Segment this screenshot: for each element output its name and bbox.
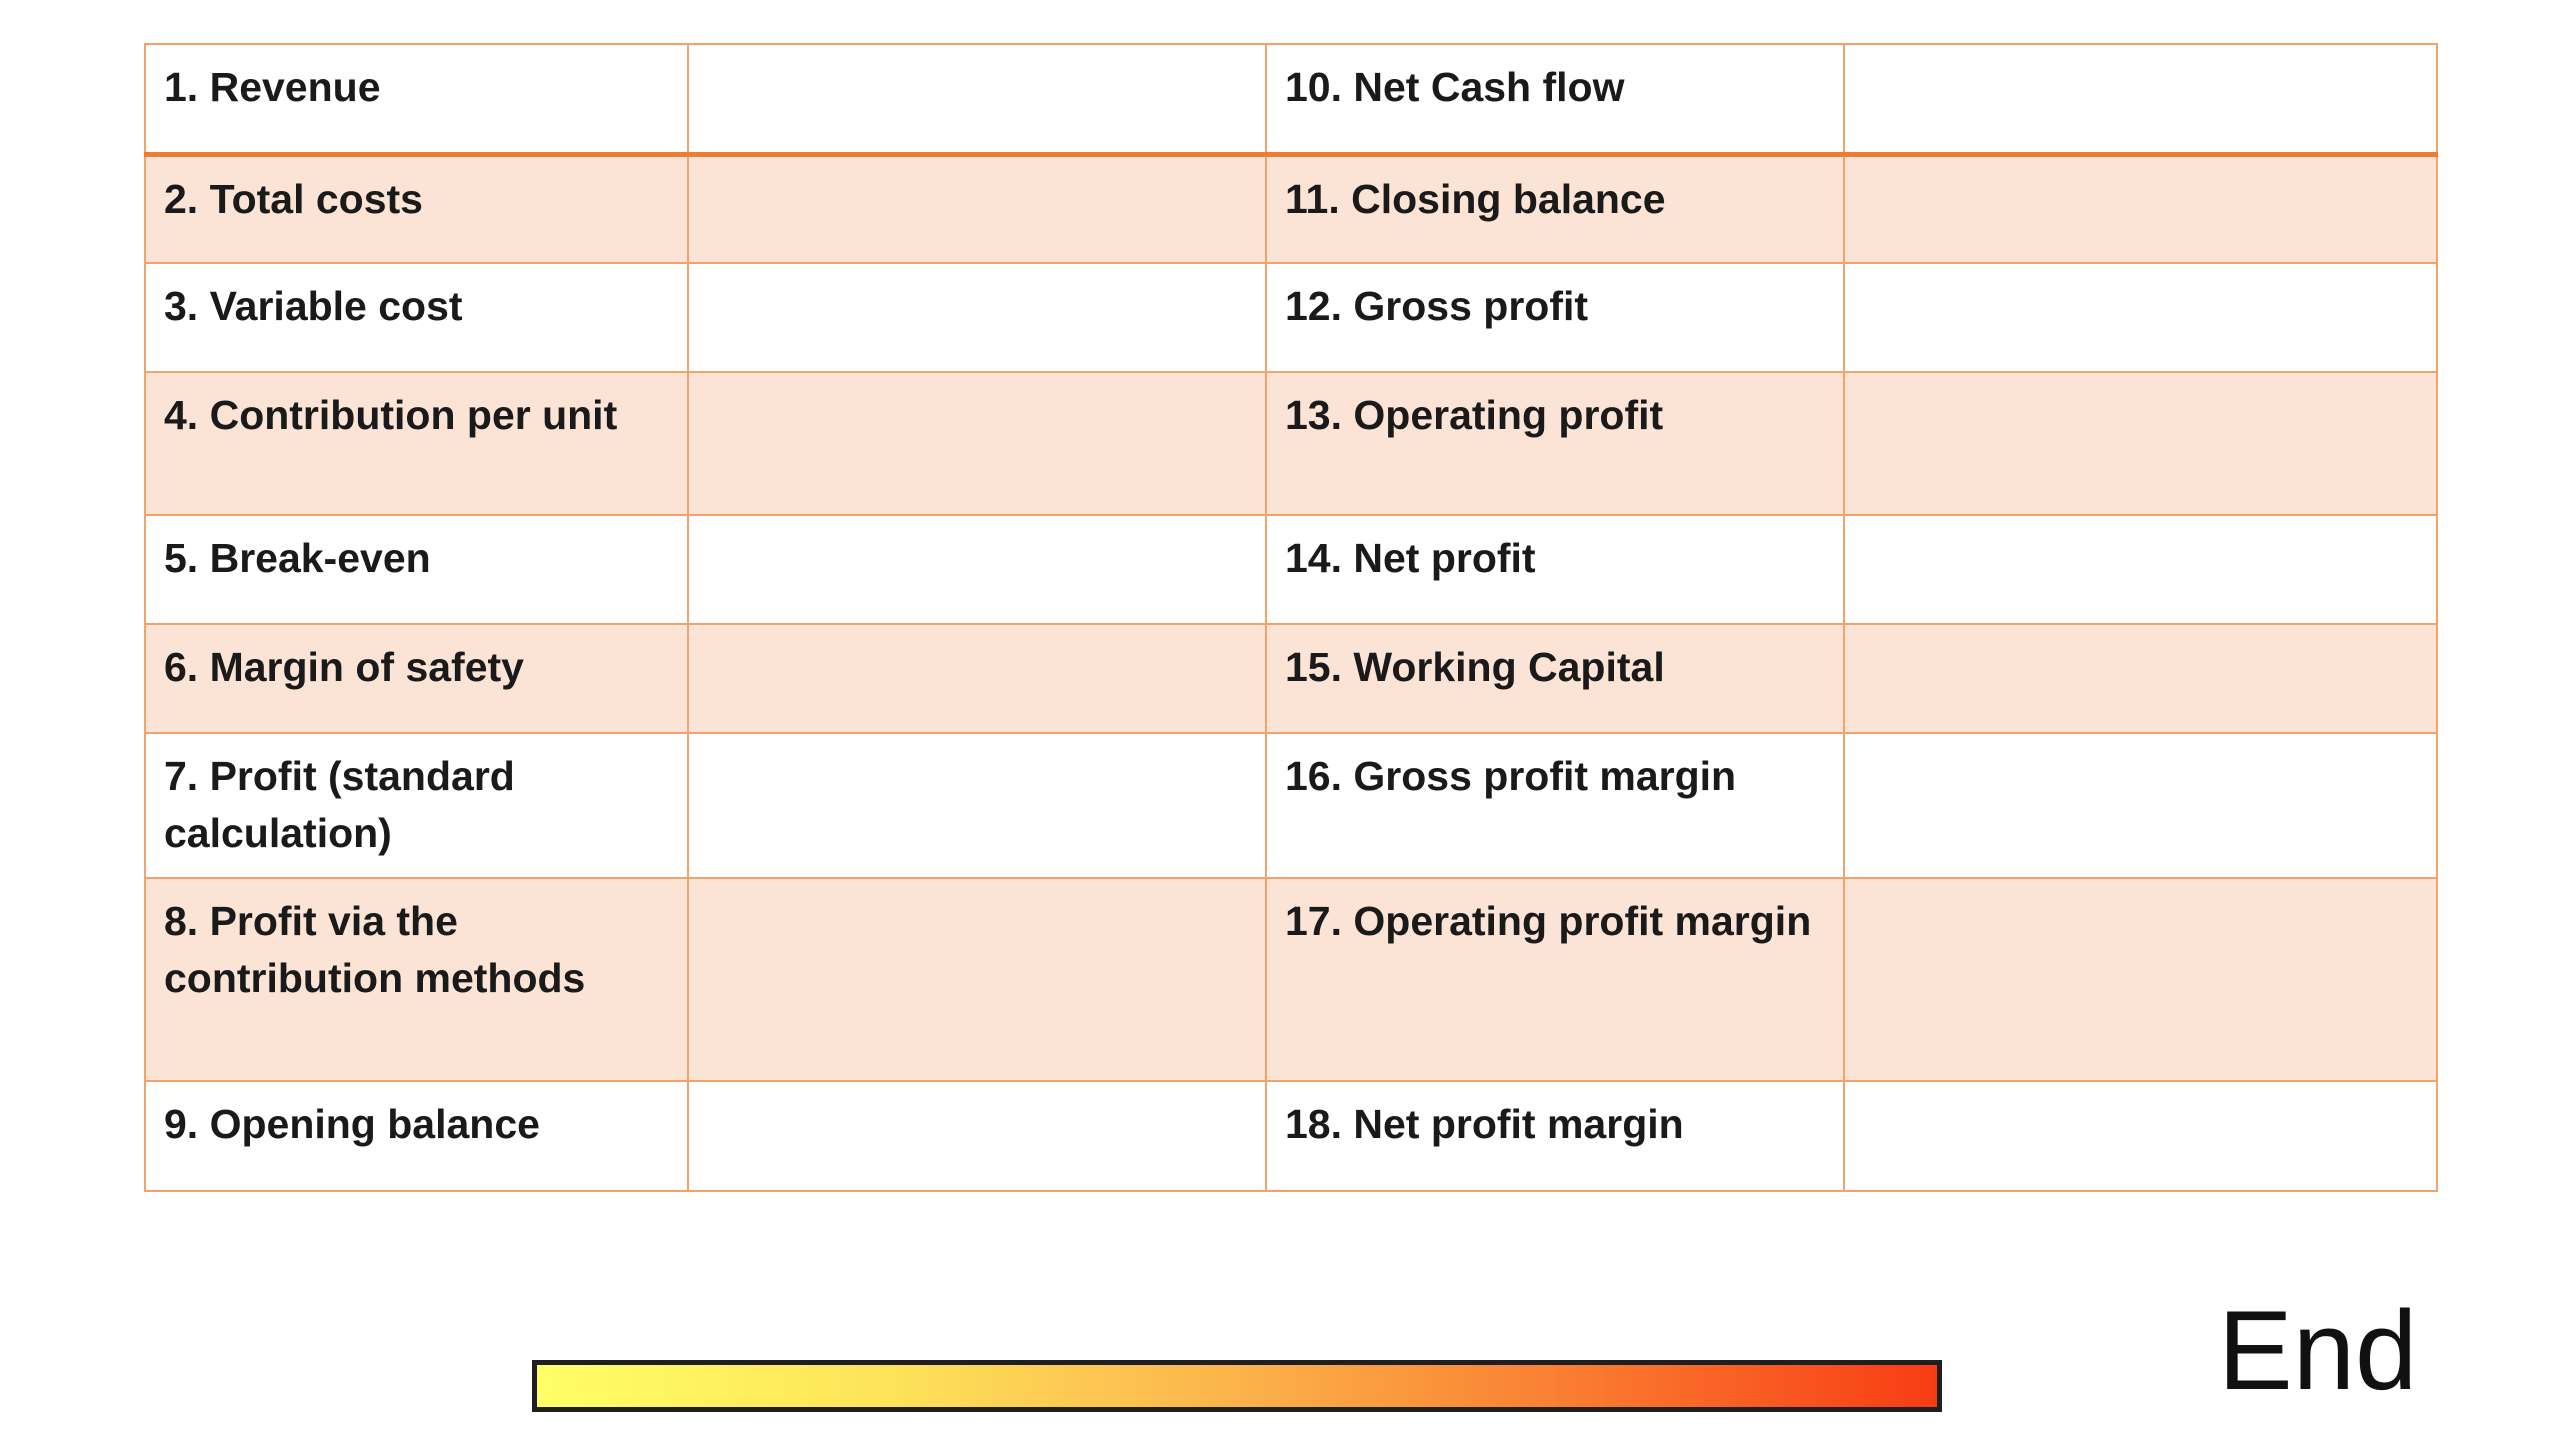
formula-label: 18. Net profit margin — [1265, 1079, 1845, 1192]
table-row: 1. Revenue 10. Net Cash flow — [144, 43, 2438, 157]
formula-label: 14. Net profit — [1265, 514, 1845, 625]
answer-cell[interactable] — [1843, 876, 2438, 1082]
answer-cell[interactable] — [1843, 1079, 2438, 1192]
table-row: 6. Margin of safety 15. Working Capital — [144, 623, 2438, 734]
answer-cell[interactable] — [687, 623, 1267, 734]
table-row: 9. Opening balance 18. Net profit margin — [144, 1079, 2438, 1192]
answer-cell[interactable] — [687, 371, 1267, 516]
answer-cell[interactable] — [687, 262, 1267, 373]
formula-label: 3. Variable cost — [144, 262, 689, 373]
answer-cell[interactable] — [1843, 623, 2438, 734]
formula-label: 8. Profit via the contribution methods — [144, 876, 689, 1082]
formula-label: 13. Operating profit — [1265, 371, 1845, 516]
formula-label: 11. Closing balance — [1265, 153, 1845, 264]
formula-label: 17. Operating profit margin — [1265, 876, 1845, 1082]
formula-label: 15. Working Capital — [1265, 623, 1845, 734]
answer-cell[interactable] — [1843, 514, 2438, 625]
formula-label: 12. Gross profit — [1265, 262, 1845, 373]
table-row: 2. Total costs 11. Closing balance — [144, 153, 2438, 264]
formula-label: 10. Net Cash flow — [1265, 43, 1845, 157]
table-row: 8. Profit via the contribution methods 1… — [144, 876, 2438, 1082]
table-row: 4. Contribution per unit 13. Operating p… — [144, 371, 2438, 516]
formula-label: 6. Margin of safety — [144, 623, 689, 734]
answer-cell[interactable] — [1843, 371, 2438, 516]
answer-cell[interactable] — [687, 514, 1267, 625]
end-label: End — [2218, 1288, 2418, 1413]
formula-label: 4. Contribution per unit — [144, 371, 689, 516]
formula-table: 1. Revenue 10. Net Cash flow 2. Total co… — [144, 43, 2438, 1192]
answer-cell[interactable] — [687, 1079, 1267, 1192]
answer-cell[interactable] — [1843, 262, 2438, 373]
formula-label: 9. Opening balance — [144, 1079, 689, 1192]
timer-progress-bar — [532, 1360, 1942, 1412]
formula-label: 5. Break-even — [144, 514, 689, 625]
answer-cell[interactable] — [687, 876, 1267, 1082]
formula-label: 1. Revenue — [144, 43, 689, 157]
table-row: 7. Profit (standard calculation) 16. Gro… — [144, 732, 2438, 879]
formula-label: 16. Gross profit margin — [1265, 732, 1845, 879]
answer-cell[interactable] — [687, 153, 1267, 264]
table-row: 3. Variable cost 12. Gross profit — [144, 262, 2438, 373]
table-row: 5. Break-even 14. Net profit — [144, 514, 2438, 625]
answer-cell[interactable] — [687, 43, 1267, 157]
formula-label: 2. Total costs — [144, 153, 689, 264]
answer-cell[interactable] — [687, 732, 1267, 879]
answer-cell[interactable] — [1843, 732, 2438, 879]
answer-cell[interactable] — [1843, 153, 2438, 264]
formula-label: 7. Profit (standard calculation) — [144, 732, 689, 879]
answer-cell[interactable] — [1843, 43, 2438, 157]
